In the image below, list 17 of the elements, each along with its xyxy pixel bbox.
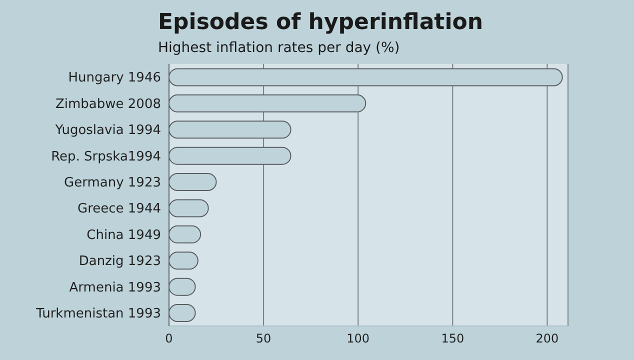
y-tick-label: Danzig 1923 (78, 254, 161, 270)
chart-subtitle: Highest inflation rates per day (%) (158, 40, 400, 56)
y-tick-label: Rep. Srpska1994 (51, 149, 161, 164)
y-tick-label: Germany 1923 (64, 176, 161, 191)
x-tick-label: 50 (256, 332, 272, 346)
x-tick-label: 100 (346, 332, 370, 346)
y-tick-label: Yugoslavia 1994 (54, 123, 161, 138)
y-tick-label: Greece 1944 (78, 202, 161, 217)
x-tick-label: 150 (441, 332, 464, 346)
y-tick-label: Zimbabwe 2008 (56, 96, 161, 112)
y-tick-label: China 1949 (86, 228, 161, 243)
y-tick-label: Hungary 1946 (68, 70, 161, 86)
y-tick-label: Armenia 1993 (69, 280, 161, 296)
x-tick-label: 200 (536, 332, 559, 346)
y-tick-label: Turkmenistan 1993 (35, 306, 161, 322)
x-tick-label: 0 (165, 332, 173, 346)
chart-title: Episodes of hyperinflation (158, 10, 484, 35)
